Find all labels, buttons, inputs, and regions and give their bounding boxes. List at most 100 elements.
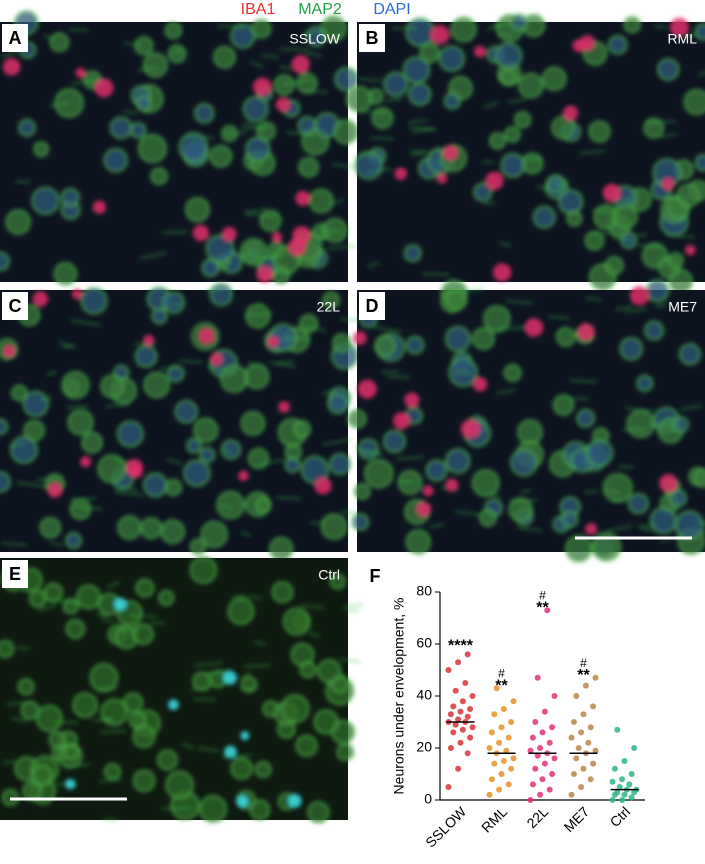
data-point xyxy=(575,745,582,751)
panel-letter-box xyxy=(2,560,28,588)
data-point xyxy=(459,698,466,705)
panel-letter: A xyxy=(9,28,22,48)
cell xyxy=(245,136,271,163)
fiber xyxy=(647,120,676,124)
stain-label: DAPI xyxy=(373,1,410,18)
fiber xyxy=(198,747,220,752)
cell xyxy=(333,119,359,145)
cell xyxy=(254,760,272,778)
cell xyxy=(566,210,583,227)
fiber xyxy=(624,407,654,412)
data-point xyxy=(486,791,493,798)
fiber xyxy=(103,818,118,821)
data-point xyxy=(619,797,626,803)
fiber xyxy=(367,168,392,173)
fiber xyxy=(286,131,314,137)
fiber xyxy=(322,438,351,446)
cell xyxy=(209,282,234,307)
fiber xyxy=(696,521,705,524)
data-point xyxy=(496,786,503,793)
fiber xyxy=(356,448,381,454)
microglia xyxy=(524,318,544,337)
nucleus xyxy=(287,793,302,808)
fiber xyxy=(105,403,130,408)
cell xyxy=(97,454,127,484)
cell xyxy=(259,209,282,232)
cell xyxy=(541,66,567,92)
fiber xyxy=(269,361,296,368)
cell xyxy=(351,512,370,531)
microglia xyxy=(94,78,114,98)
cell xyxy=(67,409,94,436)
cell xyxy=(158,589,175,607)
microglia xyxy=(266,335,279,348)
fiber xyxy=(194,662,224,667)
fiber xyxy=(137,67,160,72)
microglia xyxy=(353,331,367,345)
cell xyxy=(162,291,185,314)
data-point xyxy=(582,682,589,689)
fiber xyxy=(118,486,139,492)
fiber xyxy=(181,742,195,750)
fiber xyxy=(107,581,120,589)
fiber xyxy=(97,613,108,617)
cell xyxy=(17,118,37,137)
microglia xyxy=(92,200,106,214)
cell xyxy=(307,801,330,824)
data-point xyxy=(549,771,556,777)
cell xyxy=(164,21,183,40)
fiber xyxy=(0,50,19,57)
microglia xyxy=(357,379,377,399)
data-point xyxy=(505,734,512,741)
cell xyxy=(643,117,665,139)
microglia xyxy=(47,482,63,498)
data-point xyxy=(590,703,597,710)
significance-stars: ** xyxy=(577,667,590,684)
data-point xyxy=(573,755,580,762)
fiber xyxy=(591,209,621,213)
cell xyxy=(667,252,684,269)
cell xyxy=(636,374,654,393)
fiber xyxy=(329,199,344,205)
fiber xyxy=(408,119,428,123)
panel-letter: F xyxy=(370,566,381,586)
fiber xyxy=(492,23,511,26)
microglia xyxy=(393,412,411,430)
fiber xyxy=(455,510,481,516)
cell xyxy=(649,506,678,535)
cell xyxy=(0,471,11,493)
stain-label: IBA1 xyxy=(241,1,276,18)
data-point xyxy=(611,765,618,772)
cell xyxy=(499,68,517,86)
fiber xyxy=(698,72,705,76)
cell xyxy=(478,508,497,527)
cell xyxy=(22,390,50,418)
fiber xyxy=(684,33,700,39)
cell xyxy=(591,531,622,562)
micrograph: E Ctrl xyxy=(0,556,363,824)
cell xyxy=(510,448,539,477)
cell xyxy=(53,261,78,286)
fiber xyxy=(149,621,165,625)
cell xyxy=(198,794,228,824)
fiber xyxy=(244,208,267,214)
microglia xyxy=(287,237,307,257)
fiber xyxy=(580,150,605,154)
cell xyxy=(33,141,50,158)
microglia xyxy=(221,226,237,242)
cell xyxy=(137,133,168,164)
cell xyxy=(201,258,220,278)
cell xyxy=(557,189,584,215)
microglia xyxy=(436,173,448,184)
fiber xyxy=(506,299,534,305)
cell xyxy=(81,431,104,454)
fiber xyxy=(486,25,499,31)
microglia xyxy=(404,392,420,408)
cell xyxy=(0,418,9,436)
fiber xyxy=(496,389,515,395)
fiber xyxy=(321,390,336,394)
fiber xyxy=(49,541,63,547)
fiber xyxy=(240,251,255,257)
fiber xyxy=(613,237,632,242)
fiber xyxy=(549,180,562,184)
